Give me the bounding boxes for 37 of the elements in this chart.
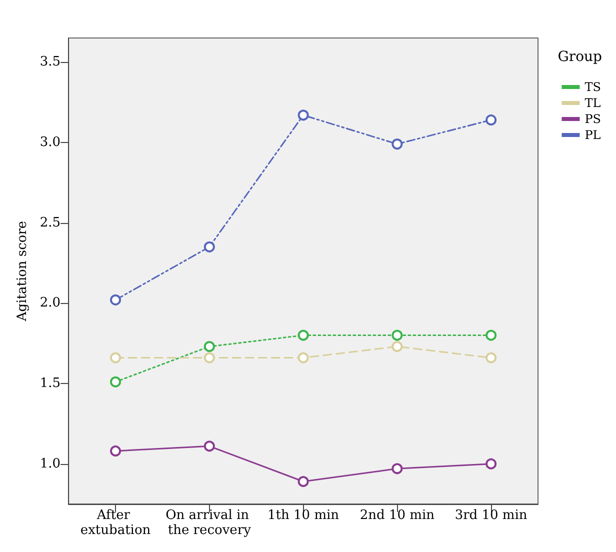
- point: [392, 341, 403, 352]
- point: [110, 445, 122, 456]
- y-tick-label: 1.0: [40, 456, 61, 472]
- point: [298, 330, 309, 341]
- y-tick-label: 3.5: [40, 54, 61, 70]
- point: [486, 458, 497, 470]
- point: [486, 330, 497, 341]
- point: [392, 463, 403, 474]
- legend-label: PL: [584, 128, 601, 142]
- point: [204, 341, 215, 352]
- x-tick-label: On arrival in the recovery: [166, 508, 254, 538]
- y-tick-label: 2.5: [40, 215, 61, 230]
- point: [392, 138, 403, 150]
- x-tick-label: After extubation: [80, 508, 152, 538]
- y-tick-label: 1.5: [40, 376, 61, 391]
- point: [298, 110, 309, 121]
- point: [204, 440, 215, 452]
- legend-label: TL: [584, 96, 601, 110]
- point: [486, 114, 497, 126]
- y-tick-label: 3.0: [40, 134, 61, 150]
- point: [110, 352, 122, 364]
- legend-title: Group: [558, 49, 602, 65]
- legend-label: PS: [584, 112, 601, 126]
- y-axis-title: Agitation score: [15, 220, 30, 322]
- point: [204, 241, 215, 252]
- point: [204, 352, 215, 364]
- point: [298, 352, 309, 364]
- legend-label: TS: [584, 80, 601, 94]
- x-tick-label: 2nd 10 min: [360, 508, 436, 523]
- point: [298, 476, 309, 487]
- point: [110, 376, 122, 388]
- x-tick-label: 3rd 10 min: [454, 508, 528, 523]
- y-tick-label: 2.0: [40, 296, 61, 311]
- point: [110, 294, 122, 306]
- point: [392, 330, 403, 341]
- point: [486, 352, 497, 364]
- x-tick-label: 1th 10 min: [268, 508, 340, 523]
